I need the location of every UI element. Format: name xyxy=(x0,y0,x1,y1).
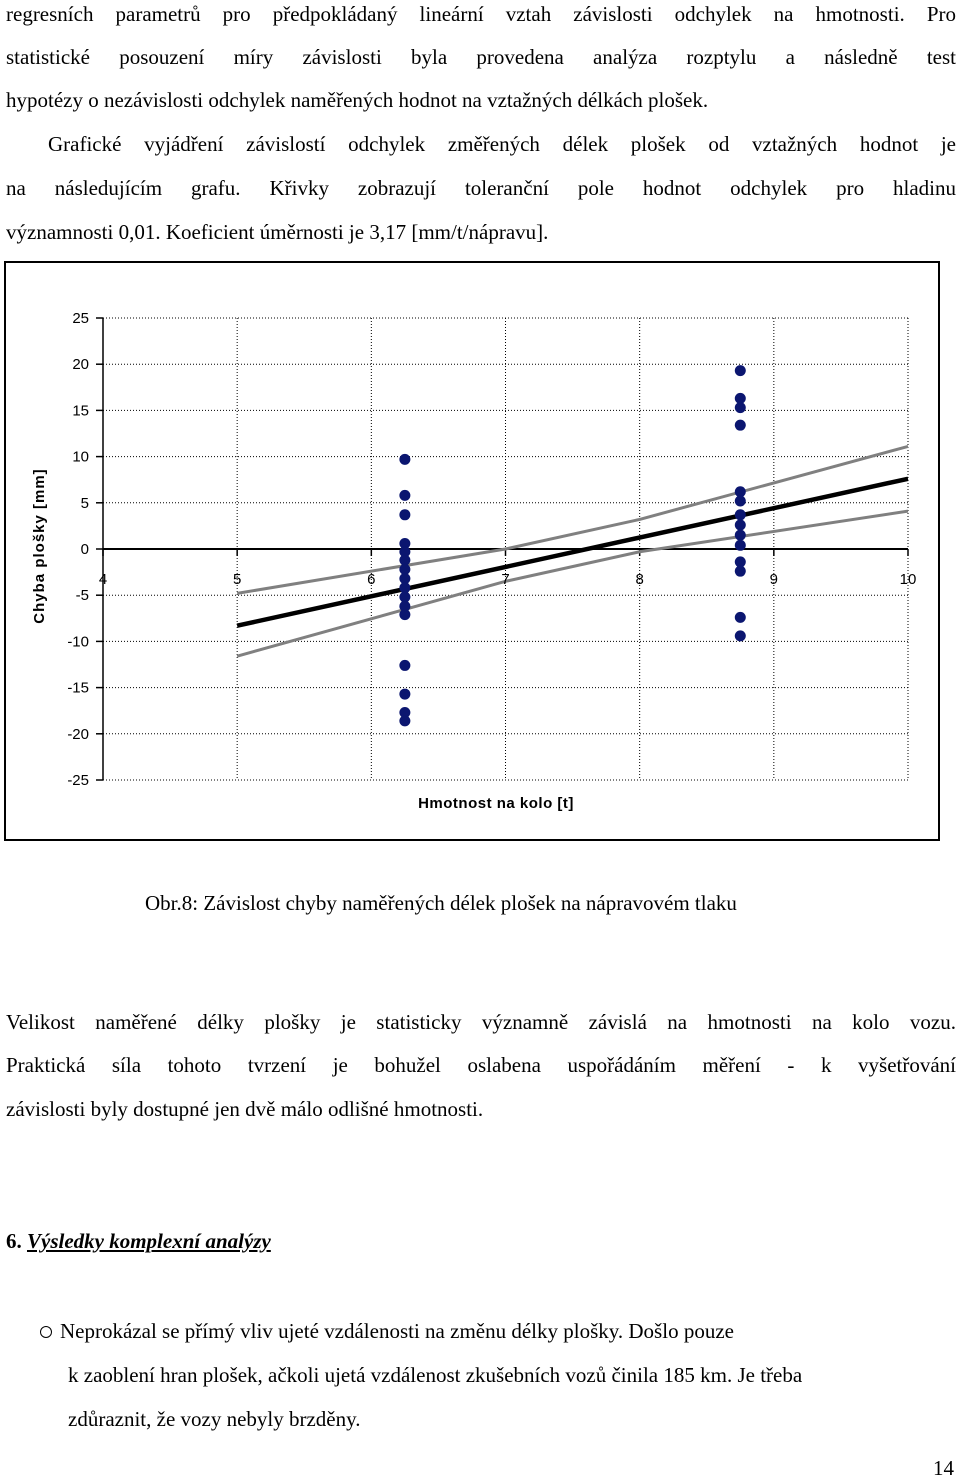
data-point xyxy=(399,453,411,465)
paragraph1-line: Grafické vyjádření závislostí odchylek z… xyxy=(48,132,956,156)
section-heading: 6. Výsledky komplexní analýzy xyxy=(6,1229,271,1253)
data-point xyxy=(399,591,411,603)
y-tick-label: 10 xyxy=(72,449,89,466)
data-point xyxy=(399,659,411,671)
data-point xyxy=(399,688,411,700)
data-point xyxy=(734,509,746,521)
bullet-line: k zaoblení hran plošek, ačkoli ujetá vzd… xyxy=(68,1363,803,1387)
paragraph1-line: regresních parametrů pro předpokládaný l… xyxy=(6,2,956,26)
section-number: 6. xyxy=(6,1229,22,1253)
data-point xyxy=(734,519,746,531)
y-tick-label: -25 xyxy=(67,772,89,789)
data-point xyxy=(734,556,746,568)
data-point xyxy=(399,509,411,521)
paragraph2-line: Praktická síla tohoto tvrzení je bohužel… xyxy=(6,1053,956,1077)
x-tick-label: 9 xyxy=(770,571,778,588)
x-tick-label: 5 xyxy=(233,571,241,588)
y-tick-label: -20 xyxy=(67,726,89,743)
x-tick-label: 10 xyxy=(900,571,917,588)
y-tick-label: 25 xyxy=(72,310,89,327)
data-point xyxy=(734,539,746,551)
x-axis-title: Hmotnost na kolo [t] xyxy=(418,795,574,812)
data-point xyxy=(399,489,411,501)
bullet-line: zdůraznit, že vozy nebyly brzděny. xyxy=(68,1407,361,1431)
section-title: Výsledky komplexní analýzy xyxy=(27,1229,271,1253)
bullet-icon xyxy=(40,1326,52,1338)
page-number: 14 xyxy=(933,1456,954,1480)
data-point xyxy=(399,600,411,612)
paragraph1-line: významnosti 0,01. Koeficient úměrnosti j… xyxy=(6,220,549,244)
paragraph1-line: hypotézy o nezávislosti odchylek naměřen… xyxy=(6,88,709,112)
scatter-chart: 25 20 15 10 5 0 -5 -10 -15 -20 -25 4 5 6 7 8 9 10 Hmotnost… xyxy=(31,310,917,812)
x-tick-label: 4 xyxy=(99,571,107,588)
x-tick-label: 8 xyxy=(635,571,643,588)
paragraph2-line: závislosti byly dostupné jen dvě málo od… xyxy=(6,1097,484,1121)
data-point xyxy=(399,563,411,575)
data-point xyxy=(399,582,411,594)
data-point xyxy=(734,630,746,642)
data-point xyxy=(399,707,411,719)
data-point xyxy=(399,609,411,621)
data-point xyxy=(399,715,411,727)
x-tick-label: 6 xyxy=(367,571,375,588)
data-point xyxy=(399,546,411,558)
tolerance-lower-line xyxy=(236,509,909,658)
x-tick-label: 7 xyxy=(501,571,509,588)
data-point xyxy=(734,419,746,431)
data-point xyxy=(399,573,411,585)
chart-frame: 25 20 15 10 5 0 -5 -10 -15 -20 -25 4 5 6 7 8 9 10 Hmotnost… xyxy=(4,261,940,841)
figure-caption: Obr.8: Závislost chyby naměřených délek … xyxy=(145,891,737,915)
data-point xyxy=(734,495,746,507)
y-tick-label: -10 xyxy=(67,633,89,650)
data-point xyxy=(734,486,746,498)
y-tick-label: 20 xyxy=(72,356,89,373)
y-axis-title: Chyba plošky [mm] xyxy=(31,468,48,623)
y-tick-label: -15 xyxy=(67,680,89,697)
paragraph1-line: na následujícím grafu. Křivky zobrazují … xyxy=(6,176,956,200)
tolerance-upper-line xyxy=(236,444,909,595)
bullet-line: Neprokázal se přímý vliv ujeté vzdálenos… xyxy=(60,1319,734,1343)
data-point xyxy=(734,392,746,404)
data-point xyxy=(734,611,746,623)
y-tick-label: -5 xyxy=(76,587,89,604)
y-tick-label: 15 xyxy=(72,402,89,419)
data-point xyxy=(734,529,746,541)
data-point xyxy=(734,365,746,377)
regression-line xyxy=(236,476,909,628)
data-point xyxy=(399,537,411,549)
paragraph1-line: statistické posouzení míry závislosti by… xyxy=(6,45,956,69)
y-tick-label: 0 xyxy=(81,541,89,558)
paragraph2-line: Velikost naměřené délky plošky je statis… xyxy=(6,1010,956,1034)
data-point xyxy=(399,554,411,566)
data-point xyxy=(734,402,746,414)
data-point xyxy=(734,565,746,577)
y-tick-label: 5 xyxy=(81,495,89,512)
